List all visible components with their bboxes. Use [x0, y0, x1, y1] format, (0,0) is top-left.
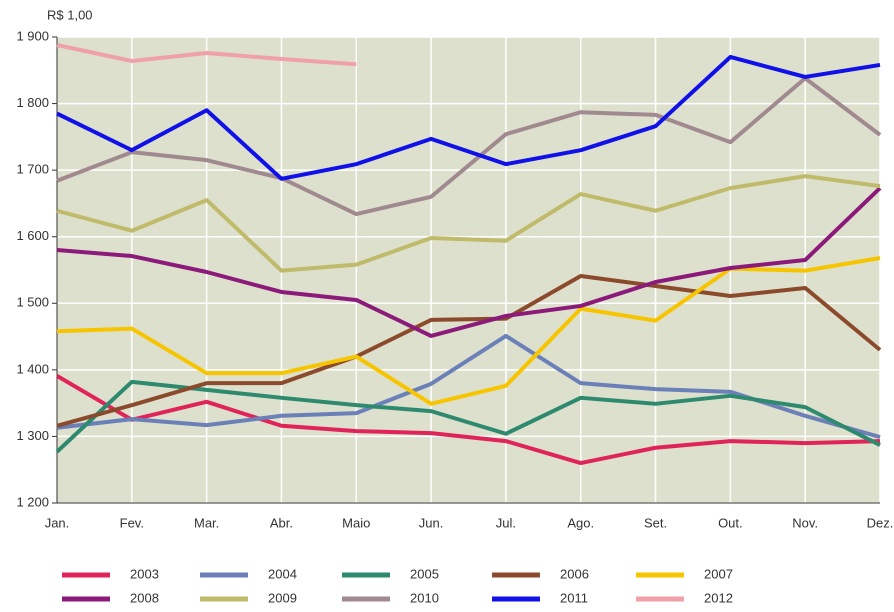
legend-label: 2004 — [268, 566, 297, 581]
x-tick-label: Out. — [718, 515, 743, 530]
legend-label: 2005 — [410, 566, 439, 581]
x-tick-label: Abr. — [270, 515, 293, 530]
series-line — [55, 374, 881, 466]
y-tick-label: 1 900 — [16, 28, 49, 43]
y-axis-label: R$ 1,00 — [47, 7, 93, 22]
series-line — [56, 174, 881, 273]
legend-label: 2009 — [268, 590, 297, 605]
series-line — [56, 273, 882, 428]
legend-label: 2006 — [560, 566, 589, 581]
series-line — [56, 76, 882, 217]
x-tick-label: Jun. — [419, 515, 444, 530]
legend-label: 2012 — [704, 590, 733, 605]
y-tick-label: 1 200 — [16, 494, 49, 509]
x-tick-label: Ago. — [567, 515, 594, 530]
legend-label: 2011 — [560, 590, 588, 605]
x-tick-label: Maio — [342, 515, 370, 530]
x-tick-label: Jan. — [45, 515, 70, 530]
x-tick-label: Fev. — [120, 515, 144, 530]
y-tick-label: 1 800 — [16, 95, 49, 110]
legend-label: 2003 — [130, 566, 159, 581]
y-tick-label: 1 500 — [16, 295, 49, 310]
series-line — [56, 43, 357, 67]
y-tick-label: 1 300 — [16, 428, 49, 443]
series-line — [56, 256, 881, 406]
x-tick-label: Set. — [644, 515, 667, 530]
y-tick-label: 1 600 — [16, 228, 49, 243]
legend-label: 2008 — [130, 590, 159, 605]
series-line — [56, 54, 881, 181]
x-tick-label: Nov. — [792, 515, 818, 530]
x-tick-label: Dez. — [867, 515, 894, 530]
x-tick-label: Mar. — [194, 515, 219, 530]
legend-label: 2007 — [704, 566, 733, 581]
y-tick-label: 1 400 — [16, 361, 49, 376]
series-line — [56, 186, 882, 338]
y-tick-label: 1 700 — [16, 162, 49, 177]
x-tick-label: Jul. — [496, 515, 516, 530]
legend-label: 2010 — [410, 590, 439, 605]
